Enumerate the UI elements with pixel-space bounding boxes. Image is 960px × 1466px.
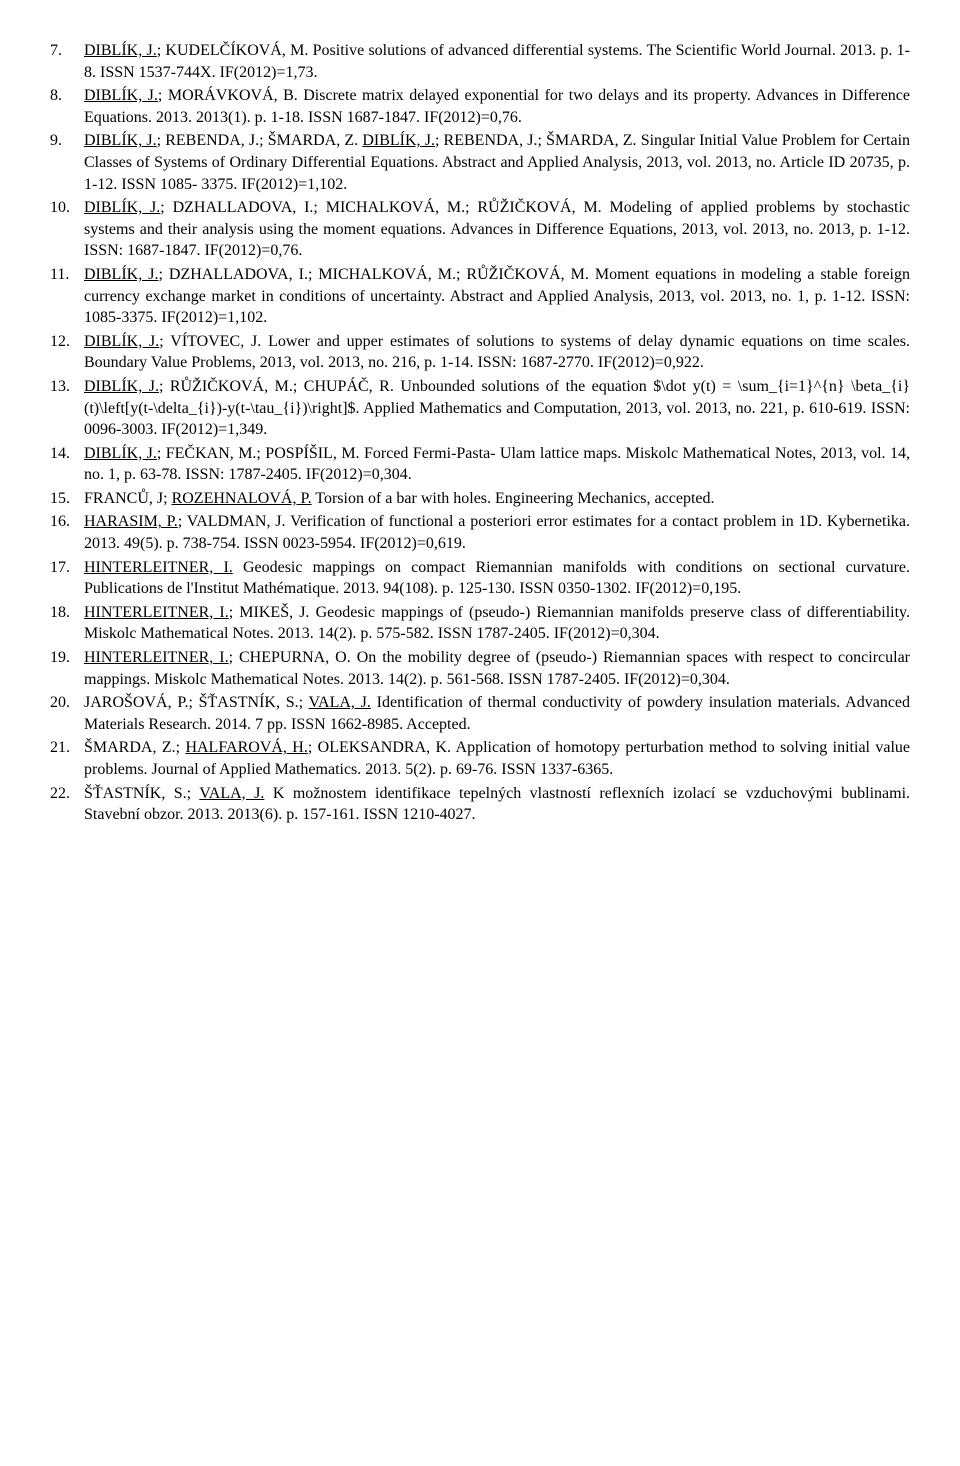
reference-item: DIBLÍK, J.; REBENDA, J.; ŠMARDA, Z. DIBL… [50,130,910,195]
author-underlined: DIBLÍK, J. [84,87,158,104]
reference-item: ŠŤASTNÍK, S.; VALA, J. K možnostem ident… [50,783,910,826]
reference-item: DIBLÍK, J.; VÍTOVEC, J. Lower and upper … [50,331,910,374]
reference-item: DIBLÍK, J.; KUDELČÍKOVÁ, M. Positive sol… [50,40,910,83]
author-plain: ; VALDMAN, J. [178,513,290,530]
author-plain: ŠMARDA, Z.; [84,739,185,756]
author-underlined: HINTERLEITNER, I. [84,649,229,666]
author-plain: ; MIKEŠ, J. [229,604,316,621]
reference-item: FRANCŮ, J; ROZEHNALOVÁ, P. Torsion of a … [50,488,910,510]
reference-item: JAROŠOVÁ, P.; ŠŤASTNÍK, S.; VALA, J. Ide… [50,692,910,735]
reference-item: DIBLÍK, J.; FEČKAN, M.; POSPÍŠIL, M. For… [50,443,910,486]
author-plain: FRANCŮ, J; [84,490,172,507]
reference-list: DIBLÍK, J.; KUDELČÍKOVÁ, M. Positive sol… [50,40,910,826]
author-plain [264,785,272,802]
author-underlined: DIBLÍK, J. [84,445,157,462]
author-underlined: DIBLÍK, J. [84,199,160,216]
author-underlined: DIBLÍK, J. [84,378,159,395]
author-plain: ŠŤASTNÍK, S.; [84,785,199,802]
author-underlined: VALA, J. [309,694,371,711]
reference-item: DIBLÍK, J.; DZHALLADOVA, I.; MICHALKOVÁ,… [50,264,910,329]
author-plain: ; REBENDA, J.; ŠMARDA, Z. [157,132,363,149]
author-underlined: DIBLÍK, J. [84,266,158,283]
author-underlined: DIBLÍK, J. [362,132,435,149]
reference-item: HINTERLEITNER, I.; MIKEŠ, J. Geodesic ma… [50,602,910,645]
author-plain: ; REBENDA, J.; ŠMARDA, Z. [435,132,641,149]
author-underlined: VALA, J. [199,785,264,802]
author-plain: JAROŠOVÁ, P.; ŠŤASTNÍK, S.; [84,694,309,711]
reference-item: DIBLÍK, J.; RŮŽIČKOVÁ, M.; CHUPÁČ, R. Un… [50,376,910,441]
author-underlined: DIBLÍK, J. [84,333,159,350]
author-plain: ; VÍTOVEC, J. [159,333,268,350]
author-underlined: HALFAROVÁ, H. [185,739,307,756]
reference-body: Torsion of a bar with holes. Engineering… [315,490,714,507]
author-plain: ; FEČKAN, M.; POSPÍŠIL, M. [157,445,364,462]
reference-item: ŠMARDA, Z.; HALFAROVÁ, H.; OLEKSANDRA, K… [50,737,910,780]
author-plain: ; DZHALLADOVA, I.; MICHALKOVÁ, M.; RŮŽIČ… [158,266,594,283]
author-underlined: ROZEHNALOVÁ, P. [172,490,312,507]
reference-item: HINTERLEITNER, I.; CHEPURNA, O. On the m… [50,647,910,690]
author-underlined: HINTERLEITNER, I. [84,559,233,576]
reference-item: HARASIM, P.; VALDMAN, J. Verification of… [50,511,910,554]
author-underlined: HINTERLEITNER, I. [84,604,229,621]
author-plain: ; DZHALLADOVA, I.; MICHALKOVÁ, M.; RŮŽIČ… [160,199,609,216]
author-underlined: DIBLÍK, J. [84,132,157,149]
reference-item: DIBLÍK, J.; MORÁVKOVÁ, B. Discrete matri… [50,85,910,128]
author-underlined: HARASIM, P. [84,513,178,530]
author-plain [233,559,243,576]
author-plain: ; MORÁVKOVÁ, B. [158,87,303,104]
author-plain: ; CHEPURNA, O. [229,649,357,666]
author-plain: ; RŮŽIČKOVÁ, M.; CHUPÁČ, R. [159,378,400,395]
author-plain: ; OLEKSANDRA, K. [308,739,456,756]
reference-item: HINTERLEITNER, I. Geodesic mappings on c… [50,557,910,600]
author-underlined: DIBLÍK, J. [84,42,157,59]
author-plain: ; KUDELČÍKOVÁ, M. [157,42,313,59]
reference-item: DIBLÍK, J.; DZHALLADOVA, I.; MICHALKOVÁ,… [50,197,910,262]
